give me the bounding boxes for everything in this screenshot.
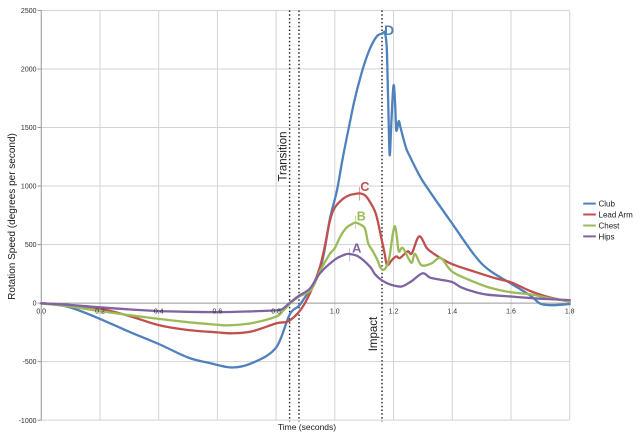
- svg-text:Chest: Chest: [599, 221, 621, 230]
- svg-text:C: C: [360, 180, 369, 194]
- svg-text:0.0: 0.0: [36, 309, 46, 316]
- svg-text:Rotation Speed (degrees per se: Rotation Speed (degrees per second): [7, 133, 18, 300]
- svg-text:1000: 1000: [21, 184, 37, 191]
- svg-text:0.6: 0.6: [213, 309, 223, 316]
- svg-text:D: D: [384, 22, 394, 38]
- svg-text:1.4: 1.4: [447, 309, 457, 316]
- svg-text:1.0: 1.0: [330, 309, 340, 316]
- svg-text:2000: 2000: [21, 67, 37, 74]
- svg-text:-500: -500: [22, 359, 36, 366]
- svg-text:Hips: Hips: [599, 232, 615, 241]
- svg-text:Lead Arm: Lead Arm: [599, 210, 634, 219]
- svg-text:B: B: [357, 209, 366, 223]
- svg-text:1.6: 1.6: [506, 309, 516, 316]
- svg-text:1500: 1500: [21, 125, 37, 132]
- svg-text:0.4: 0.4: [154, 309, 164, 316]
- svg-text:Club: Club: [599, 200, 616, 209]
- svg-text:0: 0: [33, 301, 37, 308]
- svg-text:Time (seconds): Time (seconds): [278, 422, 336, 432]
- svg-text:1.2: 1.2: [389, 309, 399, 316]
- svg-text:A: A: [352, 241, 362, 256]
- svg-text:-1000: -1000: [19, 418, 37, 425]
- svg-text:0.2: 0.2: [95, 309, 105, 316]
- svg-text:Impact: Impact: [368, 316, 380, 351]
- svg-text:Transition: Transition: [278, 131, 290, 181]
- svg-text:2500: 2500: [21, 8, 37, 15]
- svg-text:0.8: 0.8: [271, 309, 281, 316]
- svg-text:1.8: 1.8: [565, 309, 575, 316]
- svg-text:500: 500: [25, 242, 37, 249]
